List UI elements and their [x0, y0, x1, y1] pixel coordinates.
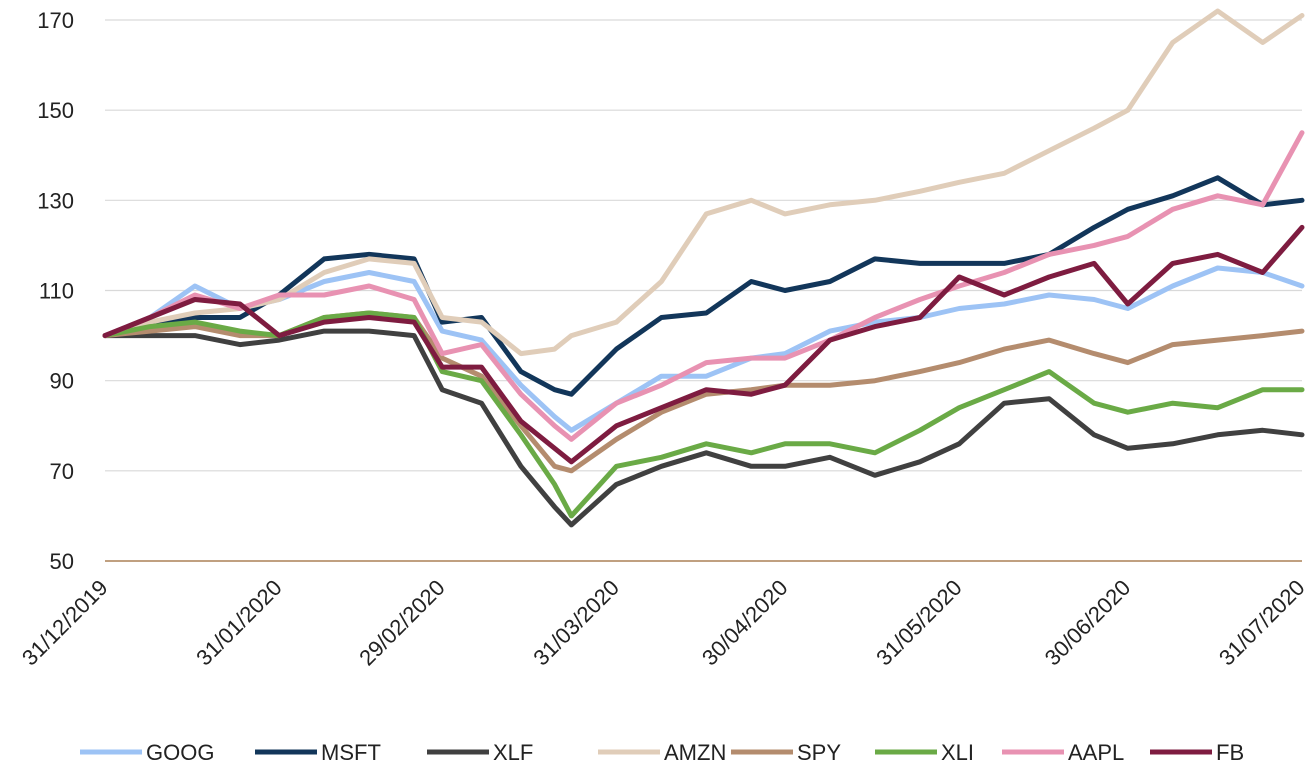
legend-item-fb: FB	[1150, 740, 1244, 765]
legend-label: AAPL	[1068, 740, 1124, 765]
legend-item-spy: SPY	[731, 740, 841, 765]
legend-label: XLI	[941, 740, 974, 765]
x-tick-label: 30/06/2020	[1040, 575, 1136, 671]
legend-label: GOOG	[146, 740, 214, 765]
legend: GOOG MSFT XLF AMZN SPY XLI AAPL FB	[80, 740, 1244, 765]
legend-label: MSFT	[321, 740, 381, 765]
x-tick-label: 31/03/2020	[528, 575, 624, 671]
series-line-fb	[102, 224, 1305, 465]
y-tick-label: 130	[37, 188, 74, 213]
series-lines	[102, 8, 1305, 528]
x-tick-label: 30/04/2020	[697, 575, 793, 671]
series-line-msft	[102, 175, 1305, 397]
series-xlf	[102, 328, 1305, 528]
legend-item-xlf: XLF	[427, 740, 533, 765]
x-tick-label: 29/02/2020	[354, 575, 450, 671]
x-tick-label: 31/05/2020	[871, 575, 967, 671]
legend-label: XLF	[493, 740, 533, 765]
y-axis-ticks: 50 70 90 110 130 150 170	[37, 8, 74, 574]
series-xli	[102, 310, 1305, 519]
legend-item-msft: MSFT	[255, 740, 381, 765]
legend-item-aapl: AAPL	[1002, 740, 1124, 765]
y-tick-label: 70	[50, 459, 74, 484]
series-amzn	[102, 8, 1305, 357]
legend-item-xli: XLI	[875, 740, 974, 765]
legend-item-goog: GOOG	[80, 740, 214, 765]
series-line-xlf	[102, 328, 1305, 528]
legend-label: FB	[1216, 740, 1244, 765]
legend-label: SPY	[797, 740, 841, 765]
x-tick-label: 31/12/2019	[17, 575, 113, 671]
y-tick-label: 110	[39, 279, 74, 304]
x-tick-label: 31/07/2020	[1214, 575, 1310, 671]
y-tick-label: 50	[50, 549, 74, 574]
legend-item-amzn: AMZN	[598, 740, 726, 765]
y-tick-label: 150	[37, 98, 74, 123]
series-fb	[102, 224, 1305, 465]
x-tick-label: 31/01/2020	[191, 575, 287, 671]
y-tick-label: 90	[50, 369, 74, 394]
series-line-amzn	[102, 8, 1305, 357]
series-line-aapl	[102, 130, 1305, 442]
x-axis-ticks: 31/12/2019 31/01/2020 29/02/2020 31/03/2020…	[17, 575, 1310, 671]
legend-label: AMZN	[664, 740, 726, 765]
series-line-xli	[102, 310, 1305, 519]
y-tick-label: 170	[37, 8, 74, 33]
